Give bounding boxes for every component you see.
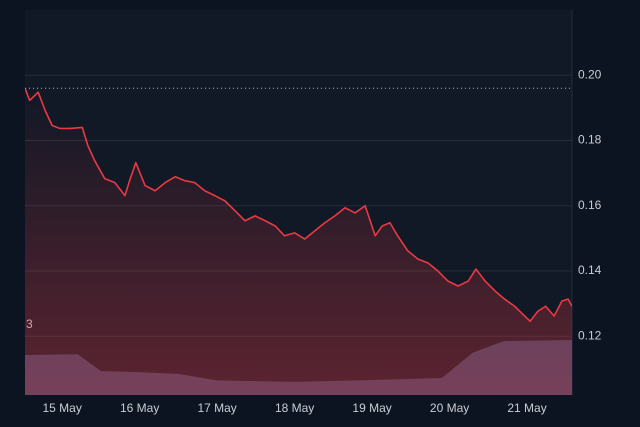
x-tick-label: 21 May — [507, 401, 546, 415]
y-tick-label: 0.12 — [578, 328, 602, 342]
x-tick-label: 16 May — [120, 401, 159, 415]
x-tick-label: 20 May — [430, 401, 469, 415]
y-tick-label: 0.18 — [578, 133, 602, 147]
x-tick-label: 17 May — [197, 401, 236, 415]
x-tick-label: 18 May — [275, 401, 314, 415]
plot-layer — [25, 87, 572, 395]
price-area — [25, 88, 572, 395]
y-tick-label: 0.14 — [578, 263, 602, 277]
y-tick-label: 0.20 — [578, 67, 602, 81]
y-tick-label: 0.16 — [578, 198, 602, 212]
price-line — [25, 88, 572, 323]
x-tick-label: 19 May — [352, 401, 391, 415]
x-tick-label: 15 May — [43, 401, 82, 415]
